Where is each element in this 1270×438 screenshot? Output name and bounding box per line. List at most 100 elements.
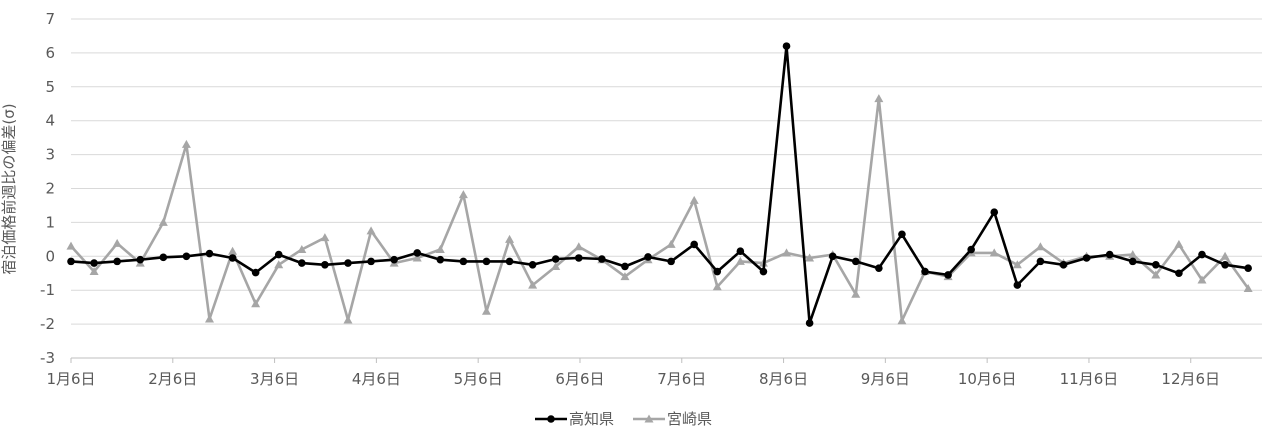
data-point [1013, 281, 1022, 289]
data-point [1243, 284, 1253, 293]
data-point [251, 299, 261, 308]
x-tick-label: 8月6日 [759, 370, 808, 388]
data-point [1082, 254, 1091, 262]
data-point [505, 234, 515, 243]
x-tick-label: 5月6日 [454, 370, 503, 388]
data-point [435, 245, 445, 254]
data-point [1036, 257, 1045, 266]
y-tick-label: 3 [45, 146, 55, 164]
data-point [574, 242, 584, 251]
legend-marker [644, 414, 654, 423]
data-point [621, 262, 629, 271]
data-point [344, 259, 352, 267]
data-point [228, 254, 237, 262]
data-point [1198, 250, 1206, 259]
data-point [851, 257, 860, 266]
data-point [690, 240, 698, 249]
legend-label: 宮崎県 [667, 410, 712, 428]
data-point [228, 246, 238, 255]
x-tick-label: 3月6日 [250, 370, 299, 388]
y-tick-label: 2 [45, 180, 55, 198]
data-point [251, 268, 260, 277]
series [66, 42, 1253, 327]
data-point [367, 257, 375, 266]
x-tick-label: 10月6日 [958, 370, 1017, 388]
x-tick-label: 9月6日 [861, 370, 910, 388]
x-tick-label: 1月6日 [46, 370, 95, 388]
data-point [898, 230, 906, 239]
y-tick-label: 7 [45, 10, 55, 28]
data-point [182, 252, 191, 261]
x-tick-label: 7月6日 [657, 370, 706, 388]
data-point [897, 316, 907, 325]
data-point [1220, 251, 1230, 260]
data-point [620, 272, 630, 281]
data-point [159, 253, 168, 262]
data-point [551, 261, 561, 270]
data-point [990, 208, 999, 217]
data-point [1152, 260, 1160, 269]
x-tick-label: 6月6日 [555, 370, 604, 388]
data-point [921, 267, 929, 276]
data-point [1244, 264, 1252, 272]
series-高知県 [67, 42, 1252, 327]
data-point [297, 245, 307, 254]
data-point [458, 190, 468, 199]
y-tick-label: 4 [45, 112, 55, 130]
data-point [1128, 250, 1138, 259]
data-point [689, 195, 699, 204]
data-point [851, 289, 861, 298]
data-point [713, 267, 722, 276]
y-tick-label: 6 [45, 44, 55, 62]
data-point [736, 247, 745, 256]
data-point [644, 253, 652, 261]
data-point [1035, 242, 1045, 251]
legend: 高知県 宮崎県 [535, 410, 712, 428]
data-point [1221, 260, 1229, 269]
data-point [1151, 270, 1161, 279]
data-point [874, 94, 884, 103]
legend-marker [547, 415, 555, 423]
x-tick-label: 2月6日 [148, 370, 197, 388]
data-point [1175, 269, 1183, 278]
data-point [735, 256, 745, 265]
data-point [551, 255, 560, 263]
data-point [782, 42, 791, 50]
data-point [181, 139, 191, 148]
data-point [1197, 275, 1207, 284]
data-point [298, 259, 306, 267]
y-tick-label: 0 [45, 247, 55, 265]
data-point [112, 238, 122, 247]
data-point [967, 245, 975, 254]
data-point [782, 248, 792, 257]
data-point [1059, 260, 1068, 269]
data-point [136, 255, 145, 264]
data-point [989, 248, 999, 257]
data-point [66, 241, 76, 250]
data-point [274, 260, 284, 269]
axes: -3 -2 -1 0 1 2 3 4 5 6 7 1月6日 2月6日 3月6日 4月6日 5月6日 6月6日 7月… [40, 10, 1262, 388]
data-point [481, 306, 491, 315]
y-tick-label: -1 [40, 281, 55, 299]
data-point [666, 239, 676, 248]
data-point [574, 254, 583, 262]
data-point [944, 271, 952, 279]
data-point [1128, 257, 1137, 266]
data-point [1012, 260, 1022, 269]
data-point [343, 315, 353, 324]
legend-item: 宮崎県 [633, 410, 712, 428]
data-point [390, 255, 398, 264]
y-tick-label: 5 [45, 78, 55, 96]
data-point [366, 226, 376, 235]
data-point [1174, 239, 1184, 248]
data-point [90, 259, 98, 267]
data-point [528, 260, 537, 269]
x-tick-label: 4月6日 [352, 370, 401, 388]
data-point [113, 257, 121, 266]
y-axis-label: 宿泊価格前週比の偏差(σ) [0, 103, 18, 274]
data-point [875, 264, 883, 272]
data-point [413, 249, 422, 257]
data-point [321, 260, 329, 269]
y-axis-label-group: 宿泊価格前週比の偏差(σ) [0, 103, 18, 274]
